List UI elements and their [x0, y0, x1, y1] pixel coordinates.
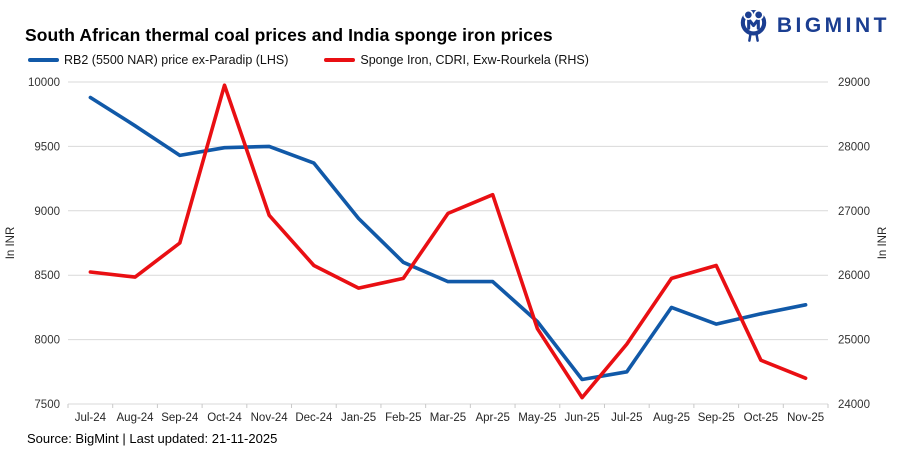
dual-axis-line-chart: 10000 9500 9000 8500 8000 7500 29000 28000 27000…: [5, 77, 889, 424]
legend-swatch-red-line: [324, 58, 356, 62]
x-axis-labels: Jul-24 Aug-24 Sep-24 Oct-24 Nov-24 Dec-24 Jan-…: [75, 412, 824, 424]
legend-item-sponge-iron: Sponge Iron, CDRI, Exw-Rourkela (RHS): [324, 53, 589, 67]
svg-text:28000: 28000: [838, 141, 870, 153]
svg-text:9500: 9500: [34, 141, 60, 153]
svg-text:Oct-24: Oct-24: [207, 412, 242, 424]
source-note: Source: BigMint | Last updated: 21-11-20…: [27, 431, 278, 446]
right-axis-labels: 29000 28000 27000 26000 25000 24000: [838, 77, 870, 411]
gridlines: [68, 81, 828, 405]
x-axis-ticks: [67, 404, 829, 408]
svg-text:8500: 8500: [34, 270, 60, 282]
svg-text:Jul-25: Jul-25: [611, 412, 642, 424]
chart-title: South African thermal coal prices and In…: [25, 25, 553, 45]
legend-label-sponge-iron: Sponge Iron, CDRI, Exw-Rourkela (RHS): [360, 53, 589, 67]
svg-text:Aug-24: Aug-24: [117, 412, 155, 424]
bigmint-logo-text: BIGMINT: [776, 13, 890, 37]
axis-titles: In INR In INR: [5, 227, 889, 260]
legend-swatch-blue-line: [28, 58, 59, 62]
svg-text:In INR: In INR: [5, 227, 17, 260]
svg-text:24000: 24000: [838, 399, 870, 411]
svg-text:In INR: In INR: [877, 227, 889, 260]
left-axis-labels: 10000 9500 9000 8500 8000 7500: [28, 77, 60, 411]
svg-text:Sep-24: Sep-24: [161, 412, 199, 424]
legend-label-rb2: RB2 (5500 NAR) price ex-Paradip (LHS): [64, 53, 289, 67]
svg-text:10000: 10000: [28, 77, 60, 89]
svg-text:Nov-25: Nov-25: [787, 412, 824, 424]
svg-text:Oct-25: Oct-25: [744, 412, 779, 424]
svg-text:9000: 9000: [34, 206, 60, 218]
svg-text:26000: 26000: [838, 270, 870, 282]
bigmint-logo-icon: [740, 9, 767, 42]
bigmint-logo: BIGMINT: [737, 7, 890, 44]
svg-text:8000: 8000: [34, 335, 60, 347]
svg-text:29000: 29000: [838, 77, 870, 89]
svg-text:Nov-24: Nov-24: [251, 412, 289, 424]
svg-text:Feb-25: Feb-25: [385, 412, 421, 424]
svg-text:Sep-25: Sep-25: [698, 412, 735, 424]
svg-text:May-25: May-25: [518, 412, 556, 424]
series-line-rb2-coal: [88, 95, 808, 382]
svg-text:Apr-25: Apr-25: [475, 412, 510, 424]
legend-item-rb2: RB2 (5500 NAR) price ex-Paradip (LHS): [28, 53, 288, 67]
svg-text:Mar-25: Mar-25: [430, 412, 466, 424]
svg-text:Aug-25: Aug-25: [653, 412, 690, 424]
svg-text:7500: 7500: [34, 399, 60, 411]
svg-text:Jan-25: Jan-25: [341, 412, 376, 424]
svg-text:25000: 25000: [838, 335, 870, 347]
chart-legend: RB2 (5500 NAR) price ex-Paradip (LHS) Sp…: [28, 53, 589, 67]
svg-text:27000: 27000: [838, 206, 870, 218]
svg-text:Jul-24: Jul-24: [75, 412, 107, 424]
svg-text:Dec-24: Dec-24: [295, 412, 333, 424]
series-line-sponge-iron: [88, 83, 808, 400]
svg-text:Jun-25: Jun-25: [565, 412, 600, 424]
